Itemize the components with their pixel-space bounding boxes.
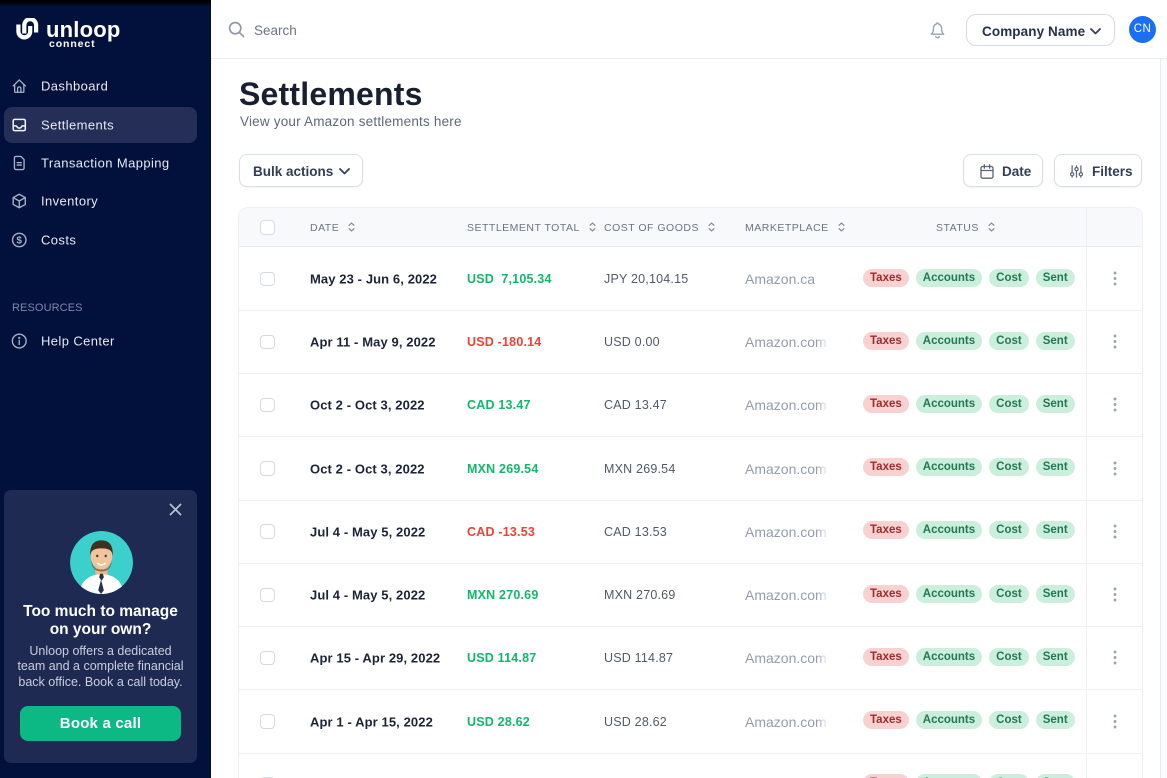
svg-text:$: $ <box>16 235 22 246</box>
